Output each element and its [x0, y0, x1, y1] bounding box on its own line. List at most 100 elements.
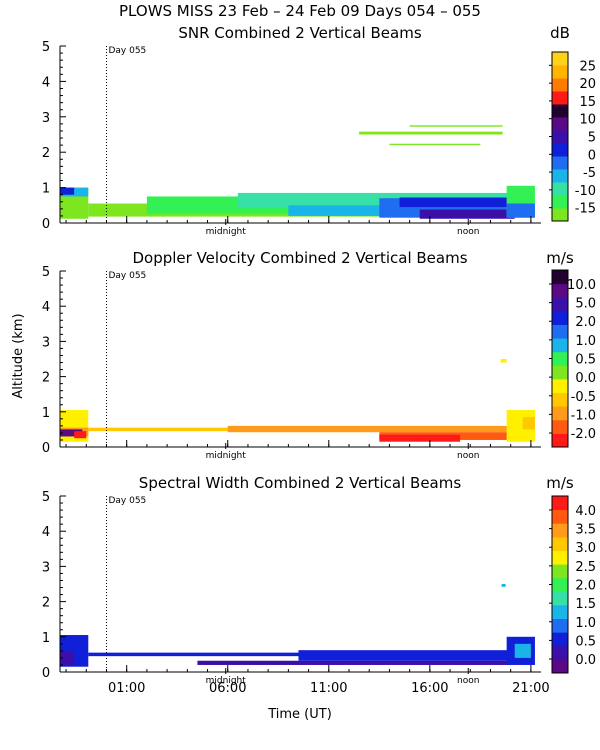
y-tick-label: 0	[42, 666, 50, 681]
data-region	[409, 125, 503, 127]
midnight-marker-label: midnight	[206, 676, 247, 686]
data-region	[399, 197, 515, 208]
data-region	[74, 431, 87, 439]
colorbar-segment	[552, 91, 568, 105]
colorbar-segment	[552, 351, 568, 366]
midnight-marker-label: midnight	[206, 227, 247, 237]
colorbar-segment	[552, 78, 568, 92]
y-tick-label: 3	[42, 560, 50, 575]
colorbar-tick-label: 15	[579, 95, 596, 110]
y-tick-label: 0	[42, 217, 50, 232]
noon-marker-label: noon	[457, 451, 479, 461]
colorbar-segment	[552, 169, 568, 183]
day-marker-label: Day 055	[108, 496, 146, 506]
y-tick-label: 2	[42, 146, 50, 161]
colorbar-segment	[552, 283, 568, 298]
colorbar-segment	[552, 536, 568, 551]
colorbar-tick-label: 20	[579, 77, 596, 92]
y-axis-label: Altitude (km)	[11, 313, 26, 398]
y-tick-label: 1	[42, 631, 50, 646]
data-region	[514, 643, 531, 658]
x-tick-label: 06:00	[209, 681, 246, 696]
colorbar-segment	[552, 324, 568, 339]
colorbar-tick-label: 0.0	[575, 653, 596, 668]
colorbar-segment	[552, 523, 568, 538]
x-tick-label: 21:00	[512, 681, 549, 696]
colorbar-tick-label: 0	[588, 148, 596, 163]
panel-title: SNR Combined 2 Vertical Beams	[178, 24, 421, 42]
colorbar-tick-label: 5.0	[575, 297, 596, 312]
data-region	[389, 143, 481, 146]
colorbar-tick-label: -1.0	[571, 408, 596, 423]
colorbar-tick-label: 1.0	[575, 616, 596, 631]
colorbar-tick-label: -10	[575, 184, 596, 199]
y-tick-label: 5	[42, 265, 50, 280]
colorbar-tick-label: -5	[583, 166, 596, 181]
y-tick-label: 5	[42, 490, 50, 505]
colorbar-segment	[552, 577, 568, 592]
colorbar-tick-label: 2.5	[575, 560, 596, 575]
y-tick-label: 4	[42, 75, 50, 90]
colorbar-segment	[552, 182, 568, 196]
colorbar-segment	[552, 310, 568, 325]
colorbar-segment	[552, 496, 568, 511]
colorbar-segment	[552, 433, 568, 448]
colorbar-tick-label: 0.0	[575, 371, 596, 386]
y-tick-label: 2	[42, 371, 50, 386]
x-tick-label: 16:00	[411, 681, 448, 696]
x-tick-label: 01:00	[108, 681, 145, 696]
noon-marker-label: noon	[457, 676, 479, 686]
colorbar-segment	[552, 117, 568, 131]
day-marker-label: Day 055	[108, 271, 146, 281]
y-tick-label: 3	[42, 335, 50, 350]
colorbar-segment	[552, 550, 568, 565]
colorbar-segment	[552, 419, 568, 434]
y-tick-label: 4	[42, 525, 50, 540]
colorbar-segment	[552, 604, 568, 620]
colorbar-segment	[552, 509, 568, 524]
colorbar-tick-label: 10	[579, 113, 596, 128]
colorbar-unit: m/s	[546, 249, 574, 267]
colorbar-segment	[552, 392, 568, 407]
colorbar-tick-label: 10.0	[567, 278, 596, 293]
colorbar-segment	[552, 632, 568, 647]
data-region	[298, 650, 511, 661]
colorbar-segment	[552, 143, 568, 157]
colorbar-segment	[552, 195, 568, 209]
y-tick-label: 3	[42, 111, 50, 126]
colorbar-tick-label: 3.0	[575, 541, 596, 556]
colorbar-segment	[552, 645, 568, 660]
colorbar-unit: dB	[550, 24, 570, 42]
data-region	[60, 429, 83, 437]
colorbar-segment	[552, 659, 568, 674]
colorbar-tick-label: 2.0	[575, 315, 596, 330]
colorbar-tick-label: -2.0	[571, 427, 596, 442]
noon-marker-label: noon	[457, 227, 479, 237]
colorbar-segment	[552, 591, 568, 606]
colorbar-tick-label: -15	[575, 202, 596, 217]
y-tick-label: 1	[42, 406, 50, 421]
y-tick-label: 1	[42, 182, 50, 197]
colorbar-tick-label: 25	[579, 59, 596, 74]
colorbar-segment	[552, 297, 568, 312]
x-tick-label: 11:00	[310, 681, 347, 696]
colorbar-segment	[552, 156, 568, 170]
y-tick-label: 0	[42, 441, 50, 456]
x-axis-label: Time (UT)	[267, 707, 332, 722]
colorbar-segment	[552, 65, 568, 79]
colorbar-tick-label: 2.0	[575, 579, 596, 594]
y-tick-label: 2	[42, 596, 50, 611]
y-tick-label: 5	[42, 40, 50, 55]
data-region	[359, 131, 503, 135]
data-region	[60, 187, 75, 195]
colorbar-tick-label: 0.5	[575, 634, 596, 649]
data-region	[506, 203, 535, 218]
colorbar-segment	[552, 104, 568, 118]
y-tick-label: 4	[42, 300, 50, 315]
colorbar-segment	[552, 52, 568, 66]
colorbar-tick-label: 4.0	[575, 504, 596, 519]
data-region	[197, 660, 511, 665]
colorbar-segment	[552, 365, 568, 380]
midnight-marker-label: midnight	[206, 451, 247, 461]
